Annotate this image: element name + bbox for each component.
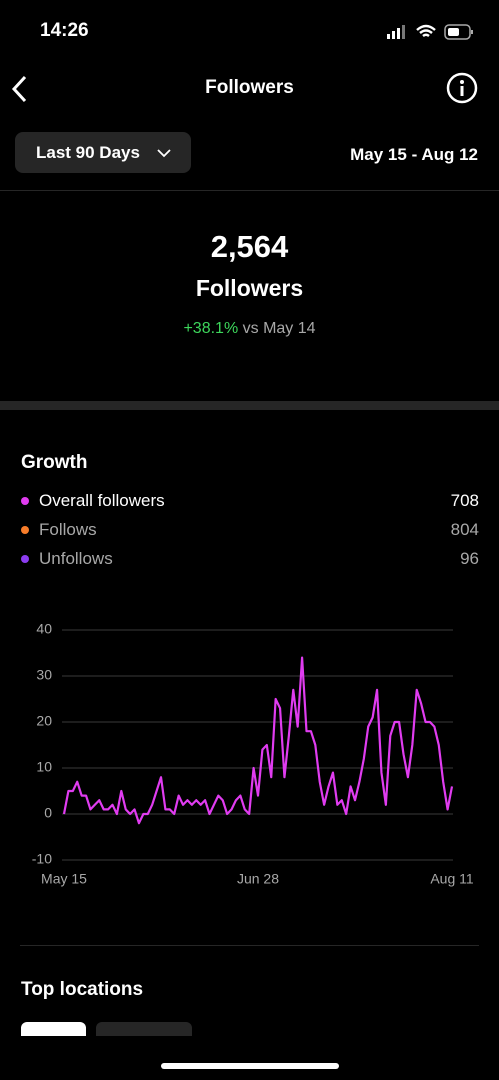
change-value: +38.1%	[183, 320, 239, 337]
follower-total: 2,564	[210, 229, 289, 264]
date-range: May 15 - Aug 12	[350, 145, 478, 164]
legend-item: Overall followers 708	[21, 491, 479, 513]
legend-value: 804	[450, 520, 479, 539]
legend-dot	[21, 555, 29, 563]
chevron	[157, 149, 171, 158]
legend-label: Unfollows	[39, 549, 113, 568]
info-button[interactable]	[446, 72, 478, 104]
page-title: Followers	[205, 77, 294, 98]
legend-dot	[21, 497, 29, 505]
status-time: 14:26	[40, 20, 89, 41]
legend-label: Overall followers	[39, 491, 165, 510]
legend-dot	[21, 526, 29, 534]
back-button[interactable]	[10, 75, 30, 103]
range-dropdown[interactable]: Last 90 Days	[15, 132, 191, 173]
x-tick-label: May 15	[41, 871, 87, 887]
bottom-bar	[0, 1036, 499, 1080]
line	[62, 656, 454, 825]
chart: -10 0 10 20 30 40 May 15 Jun 28 Aug 11	[32, 621, 474, 887]
status-icons	[387, 24, 473, 40]
section-title: Growth	[21, 452, 88, 473]
section-title: Top locations	[21, 979, 144, 1000]
divider	[20, 945, 479, 946]
y-tick-label: 0	[44, 805, 52, 821]
range-label: Last 90 Days	[36, 143, 140, 162]
comparison: vs May 14	[242, 320, 316, 337]
legend-item: Unfollows 96	[21, 549, 479, 571]
follower-label: Followers	[195, 275, 304, 301]
change: +38.1% vs May 14	[0, 320, 499, 338]
home-indicator	[161, 1063, 339, 1069]
y-tick-label: -10	[32, 851, 52, 867]
x-tick-label: Jun 28	[237, 871, 279, 887]
y-tick-label: 10	[36, 759, 52, 775]
y-tick-label: 40	[36, 621, 52, 637]
divider	[0, 190, 499, 191]
legend-value: 96	[460, 549, 479, 568]
section-divider	[0, 401, 499, 410]
legend-value: 708	[450, 491, 479, 510]
y-tick-label: 30	[36, 667, 52, 683]
legend-item: Follows 804	[21, 520, 479, 542]
x-tick-label: Aug 11	[430, 871, 474, 887]
legend-label: Follows	[39, 520, 97, 539]
y-tick-label: 20	[36, 713, 52, 729]
